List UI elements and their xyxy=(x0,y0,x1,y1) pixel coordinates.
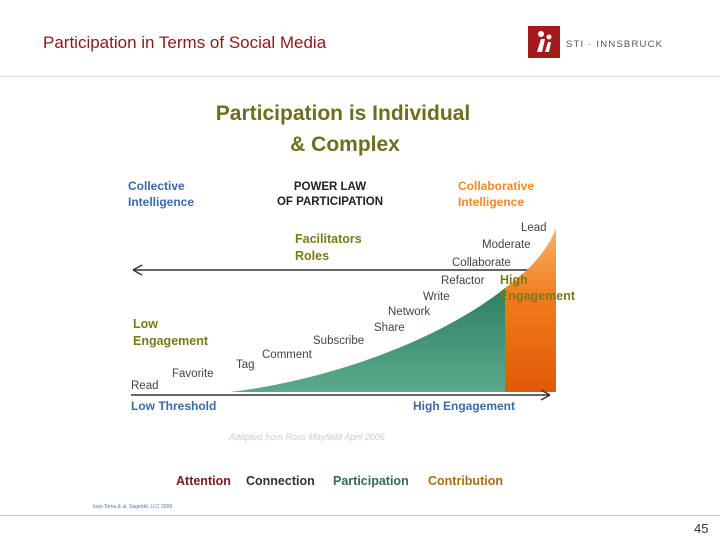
low-engagement-line1: Low xyxy=(133,317,158,331)
activity-favorite: Favorite xyxy=(172,368,214,380)
facilitators-roles-line2: Roles xyxy=(295,249,329,263)
low-threshold-label: Low Threshold xyxy=(131,399,216,413)
footnote: Ioan Toma & al, SageIdd, LLC 2009 xyxy=(93,504,173,510)
facilitators-roles-line1: Facilitators xyxy=(295,232,362,246)
activity-refactor: Refactor xyxy=(441,275,485,287)
activity-write: Write xyxy=(423,291,450,303)
slide-title: Participation in Terms of Social Media xyxy=(43,33,327,52)
high-engagement-axis-label: High Engagement xyxy=(413,399,515,413)
logo-text: STI · INNSBRUCK xyxy=(566,39,664,50)
title-divider xyxy=(0,76,720,77)
footer-divider xyxy=(0,515,720,516)
logo-mark xyxy=(528,26,560,58)
collective-intelligence-line1: Collective xyxy=(128,179,185,193)
activity-lead: Lead xyxy=(521,222,547,234)
stage-connection: Connection xyxy=(246,474,315,488)
attribution-text: Adapted from Ross Mayfield April 2006 xyxy=(228,432,385,442)
power-law-line1: POWER LAW xyxy=(294,181,366,193)
activity-tag: Tag xyxy=(236,359,255,371)
bottom-axis-arrow xyxy=(131,389,551,401)
collective-intelligence-line2: Intelligence xyxy=(128,195,194,209)
green-curve-area xyxy=(230,288,505,392)
low-engagement-line2: Engagement xyxy=(133,334,209,348)
page-number: 45 xyxy=(694,521,709,536)
activity-subscribe: Subscribe xyxy=(313,335,364,347)
activity-read: Read xyxy=(131,380,159,392)
activity-moderate: Moderate xyxy=(482,239,531,251)
high-engagement-line1: High xyxy=(500,273,528,287)
activity-collaborate: Collaborate xyxy=(452,257,511,269)
orange-curve-area xyxy=(505,228,556,392)
stage-participation: Participation xyxy=(333,474,409,488)
stage-attention: Attention xyxy=(176,474,231,488)
collaborative-intelligence-line2: Intelligence xyxy=(458,195,524,209)
power-law-line2: OF PARTICIPATION xyxy=(277,196,383,208)
activity-network: Network xyxy=(388,306,430,318)
diagram-heading-line1: Participation is Individual xyxy=(216,102,470,125)
left-arrow xyxy=(132,264,548,276)
collaborative-intelligence-line1: Collaborative xyxy=(458,179,534,193)
diagram-heading-line2: & Complex xyxy=(290,133,400,156)
activity-comment: Comment xyxy=(262,349,313,361)
activity-share: Share xyxy=(374,322,405,334)
stage-contribution: Contribution xyxy=(428,474,503,488)
sti-innsbruck-logo: STI · INNSBRUCK xyxy=(528,26,688,60)
high-engagement-line2: Engagement xyxy=(500,289,576,303)
